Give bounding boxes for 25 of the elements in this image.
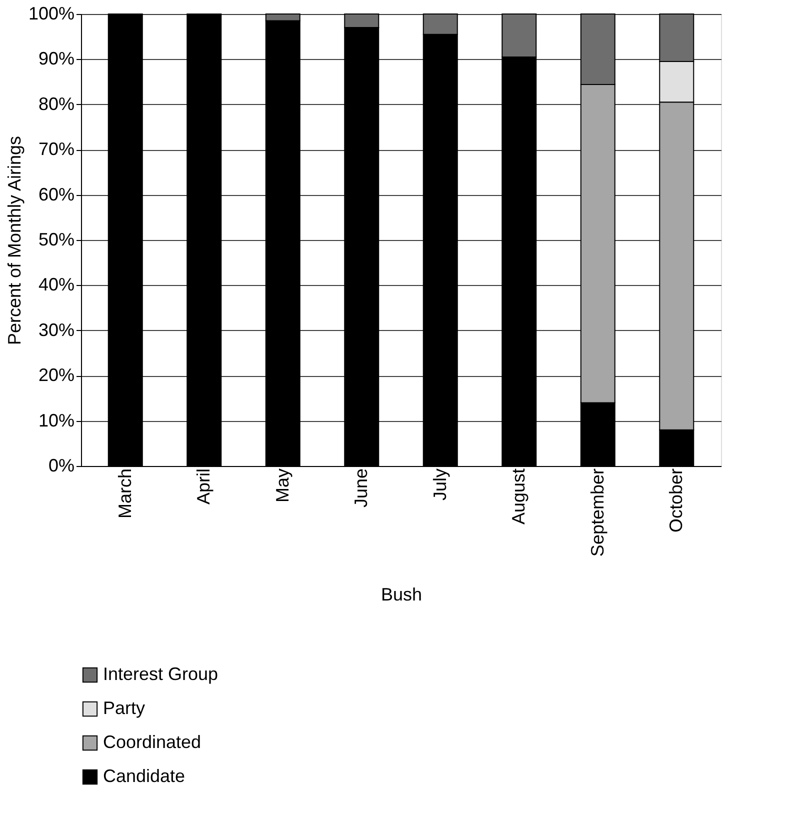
x-tick-label: March (114, 468, 135, 519)
y-tick-label: 20% (38, 365, 74, 386)
x-tick-label: August (508, 468, 529, 525)
y-tick-label: 60% (38, 184, 74, 204)
y-tick-label: 30% (38, 320, 74, 340)
legend-label: Party (103, 698, 146, 718)
y-tick-label: 0% (48, 456, 74, 476)
y-tick-label: 80% (38, 94, 74, 114)
x-tick-label: April (194, 468, 214, 505)
x-tick-label: July (430, 468, 450, 501)
x-tick-label: June (351, 468, 372, 508)
legend-label: Candidate (103, 766, 186, 786)
x-tick-label: September (587, 468, 608, 557)
y-tick-label: 100% (28, 4, 74, 24)
x-axis-title: Bush (380, 584, 422, 605)
legend-label: Interest Group (103, 664, 218, 684)
y-tick-label: 70% (38, 139, 74, 160)
y-tick-label: 90% (38, 48, 74, 69)
y-tick-label: 10% (38, 410, 74, 430)
y-axis-title: Percent of Monthly Airings (4, 136, 24, 346)
y-tick-label: 50% (38, 230, 74, 250)
x-tick-label: October (666, 468, 686, 533)
x-tick-label: May (272, 468, 292, 503)
legend-label: Coordinated (103, 732, 202, 752)
y-tick-label: 40% (38, 274, 74, 295)
